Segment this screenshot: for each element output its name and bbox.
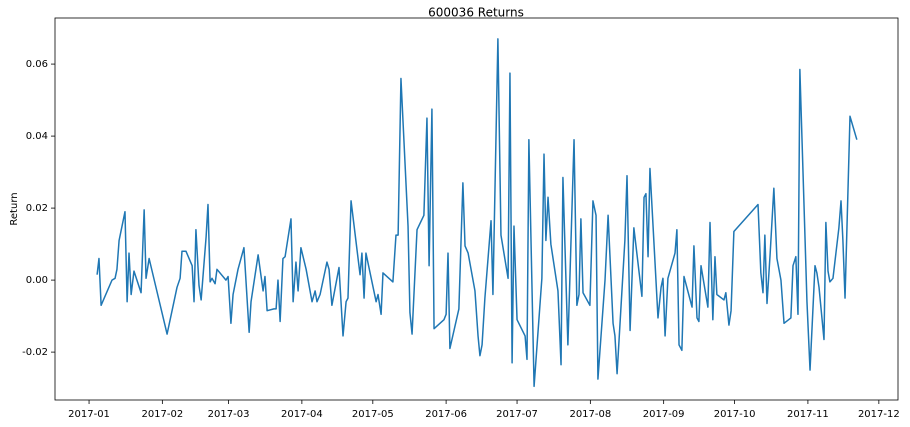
x-tick-label: 2017-02 [141,409,183,420]
y-tick-label: 0.06 [26,59,48,70]
x-tick-label: 2017-06 [425,409,467,420]
x-tick-label: 2017-01 [68,409,110,420]
x-tick-label: 2017-09 [643,409,685,420]
y-tick-label: -0.02 [22,347,48,358]
y-tick-label: 0.00 [26,275,48,286]
x-tick-label: 2017-05 [352,409,394,420]
x-tick-label: 2017-12 [858,409,900,420]
x-tick-label: 2017-03 [208,409,250,420]
y-axis-label: Return [9,192,20,225]
return-line [96,38,858,388]
x-tick-label: 2017-07 [496,409,538,420]
y-tick-label: 0.02 [26,203,48,214]
plot-frame [54,17,899,401]
y-tick-label: 0.04 [26,131,48,142]
chart-title: 600036 Returns [428,6,524,20]
x-tick-label: 2017-08 [569,409,611,420]
x-tick-label: 2017-11 [787,409,829,420]
x-tick-label: 2017-10 [714,409,756,420]
x-tick-label: 2017-04 [281,409,323,420]
